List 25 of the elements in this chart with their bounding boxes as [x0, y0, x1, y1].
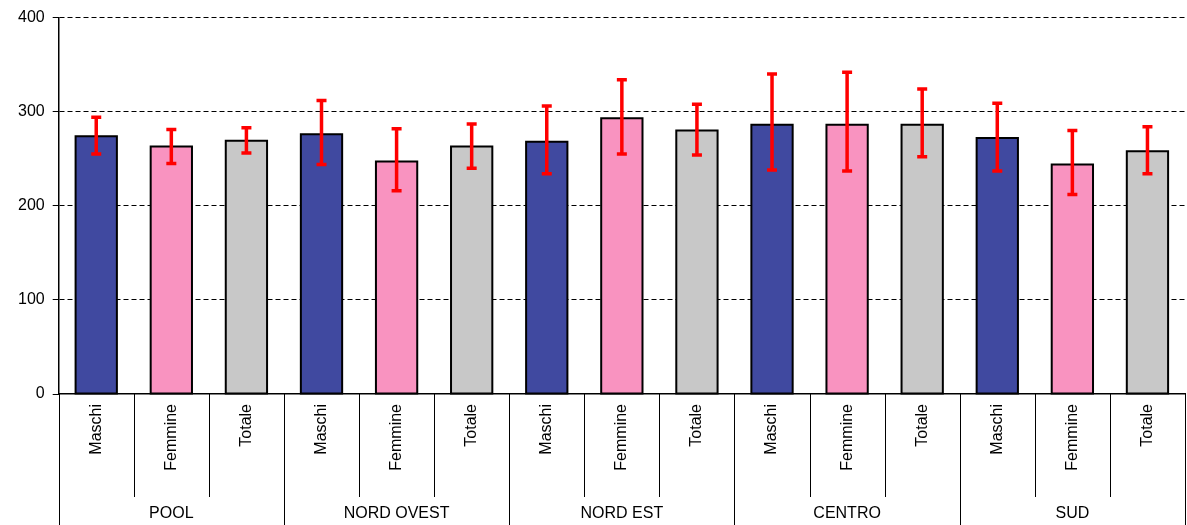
x-tick-label: Totale [912, 403, 930, 447]
x-tick-label: Femmine [1062, 403, 1080, 471]
x-tick-label: Femmine [386, 403, 404, 471]
x-tick-label: Femmine [837, 403, 855, 471]
x-tick-label: Maschi [537, 404, 555, 455]
text: SUD [1055, 504, 1090, 522]
x-tick-label: Totale [687, 403, 705, 447]
y-tick-label: 100 [17, 290, 45, 308]
y-tick-label: 200 [17, 196, 45, 214]
x-tick-label: Maschi [987, 404, 1005, 455]
y-tick-label: 0 [35, 384, 45, 402]
x-tick-label: Femmine [612, 403, 630, 471]
text: POOL [149, 504, 194, 522]
y-tick-label: 400 [17, 8, 45, 26]
x-tick-label: Maschi [86, 404, 104, 455]
text: NORD EST [580, 504, 664, 522]
x-tick-label: Totale [462, 403, 480, 447]
x-tick-label: Totale [236, 403, 254, 447]
x-tick-label: Totale [1137, 403, 1155, 447]
y-tick-label: 300 [17, 102, 45, 120]
text: NORD OVEST [343, 504, 450, 522]
x-tick-label: Maschi [762, 404, 780, 455]
text: CENTRO [813, 504, 881, 522]
x-tick-label: Maschi [311, 404, 329, 455]
x-tick-label: Femmine [161, 403, 179, 471]
